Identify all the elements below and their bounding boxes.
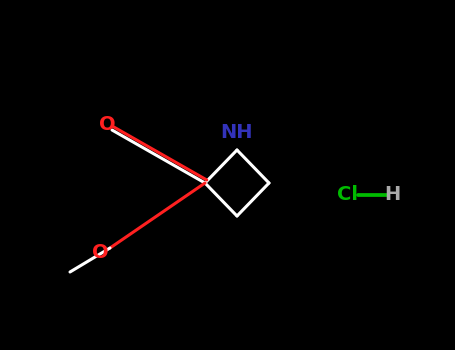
Text: H: H: [384, 186, 400, 204]
Text: NH: NH: [221, 124, 253, 142]
Text: O: O: [99, 116, 115, 134]
Text: O: O: [92, 244, 108, 262]
Text: Cl: Cl: [338, 186, 359, 204]
